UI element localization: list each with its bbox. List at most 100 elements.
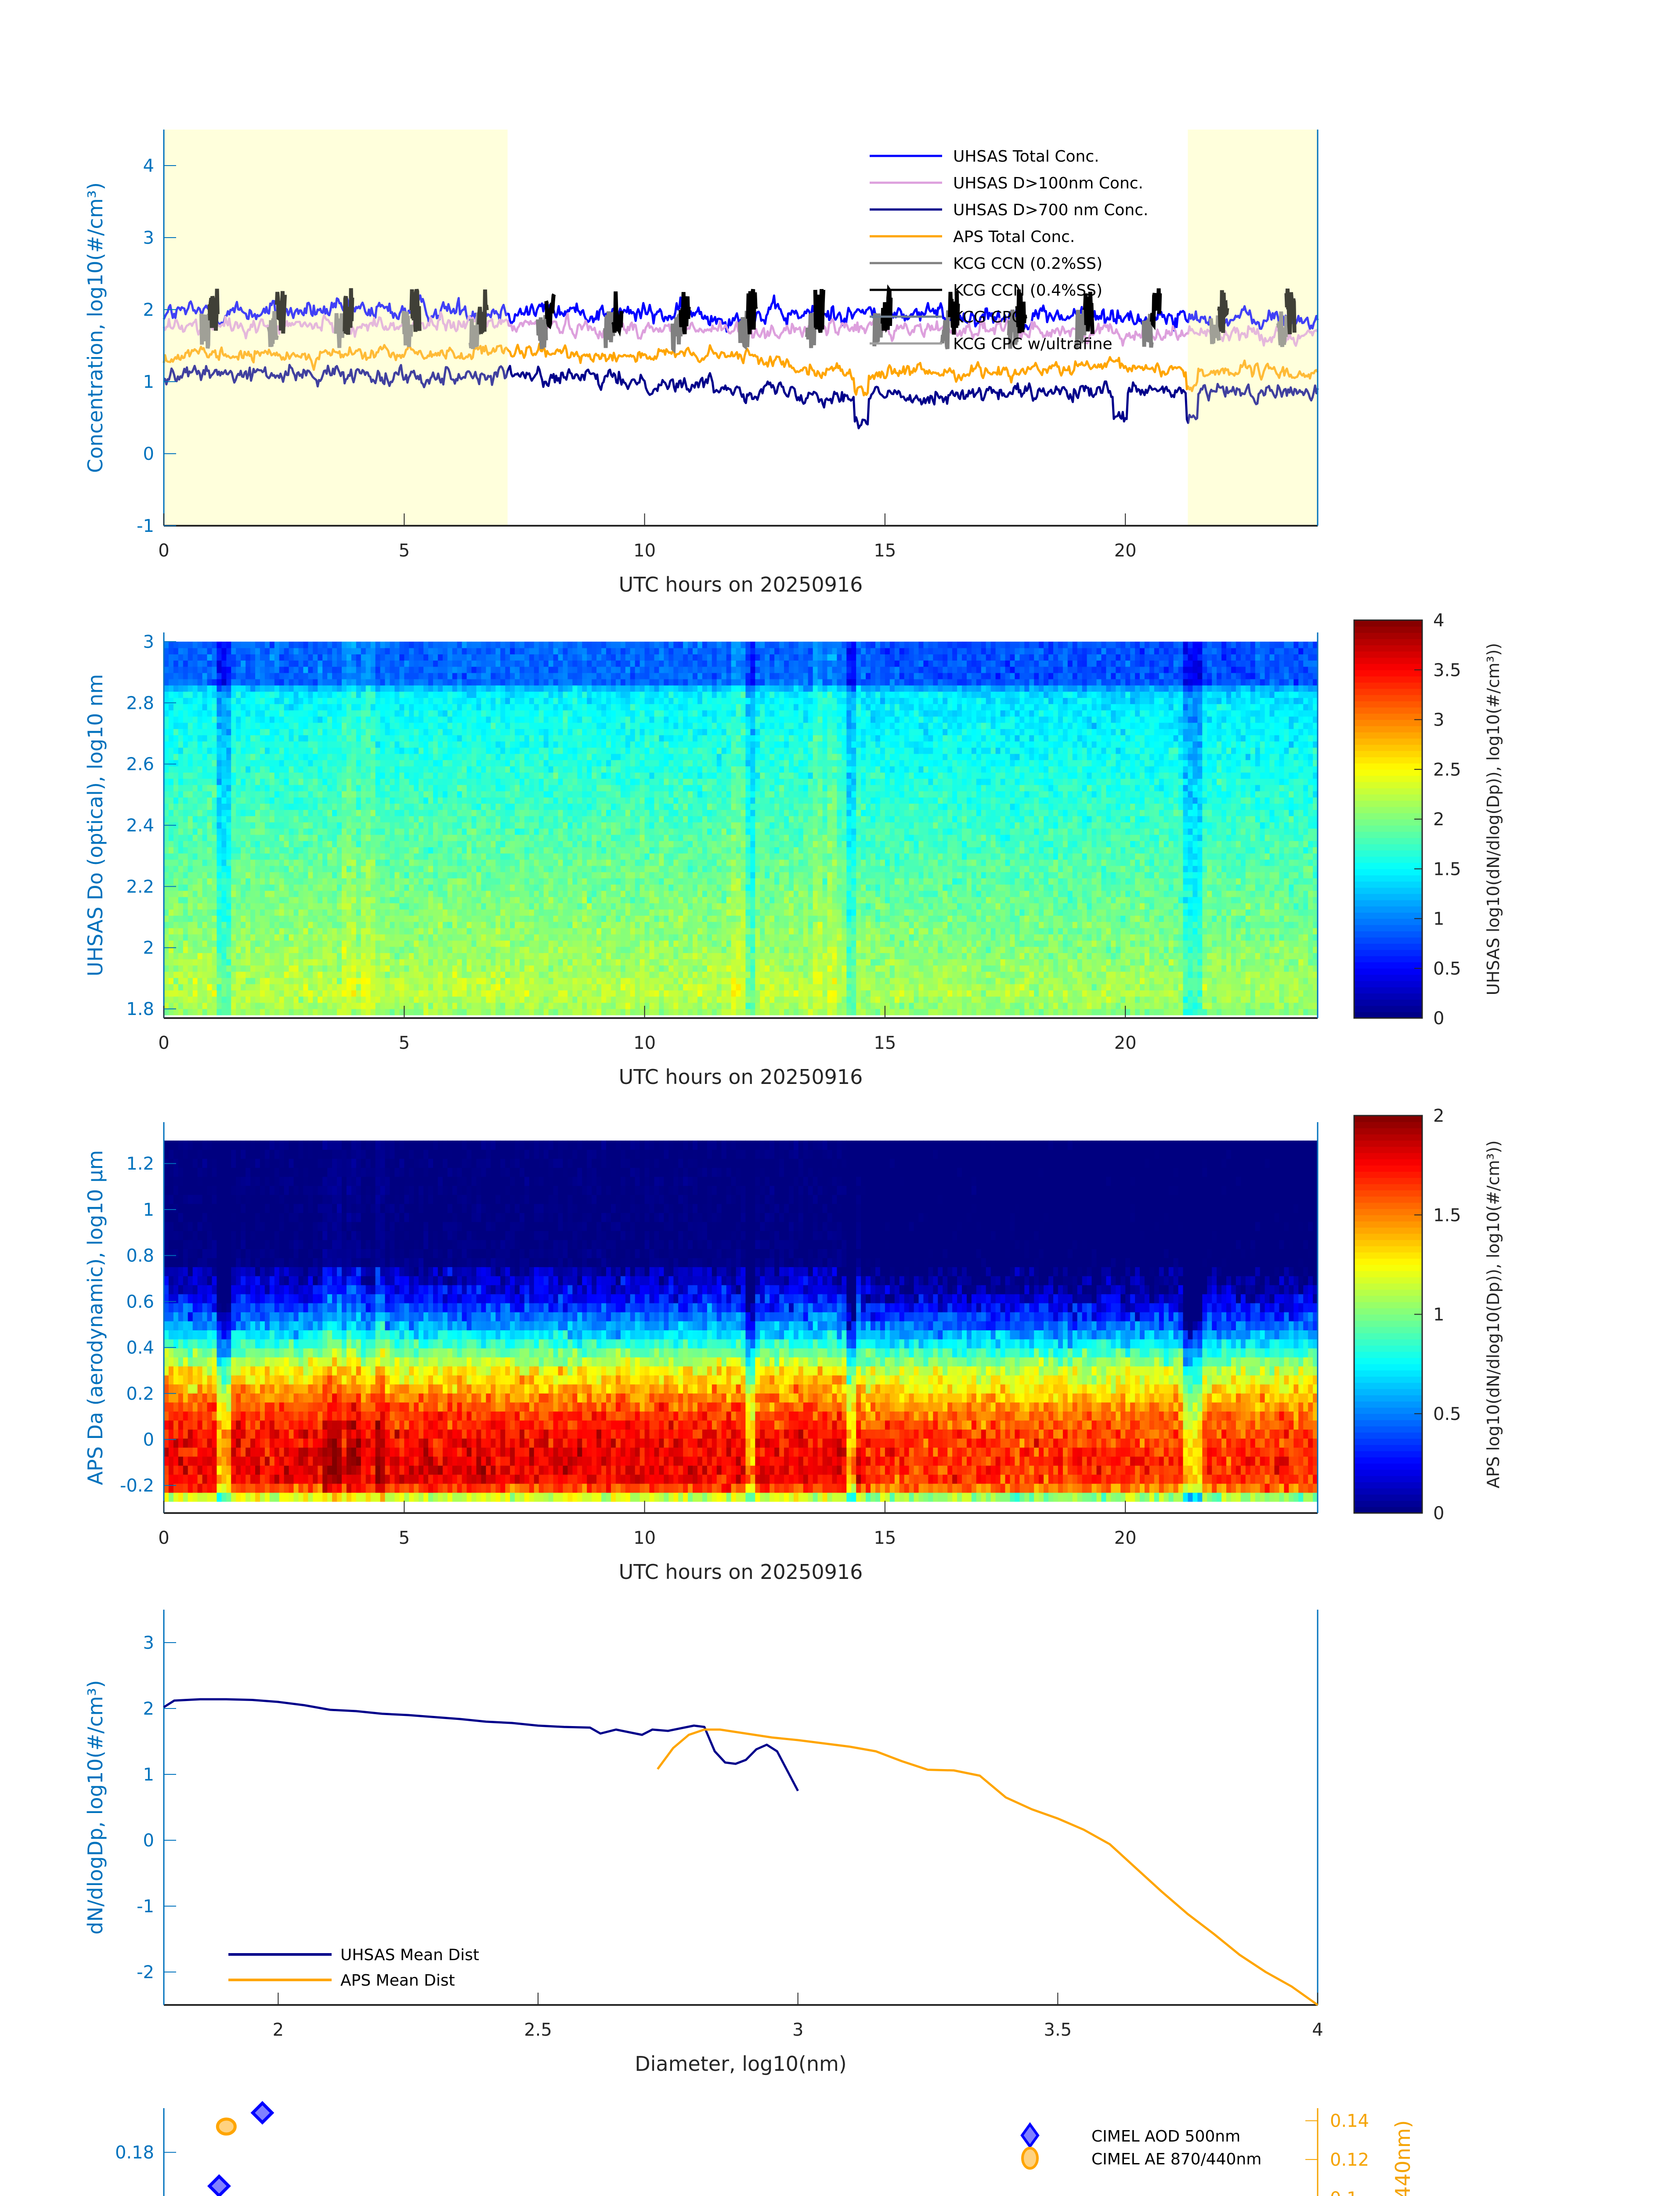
heatmap-cell xyxy=(173,766,179,773)
heatmap-cell xyxy=(198,990,203,997)
heatmap-cell xyxy=(351,866,357,872)
heatmap-cell xyxy=(337,885,342,891)
heatmap-cell xyxy=(443,785,448,791)
heatmap-cell xyxy=(419,946,424,953)
heatmap-cell xyxy=(164,785,169,791)
heatmap-cell xyxy=(520,822,525,829)
heatmap-cell xyxy=(544,915,549,922)
heatmap-cell xyxy=(361,891,366,897)
heatmap-cell xyxy=(366,816,371,823)
heatmap-cell xyxy=(193,772,198,779)
heatmap-cell xyxy=(419,990,424,997)
heatmap-cell xyxy=(433,791,438,798)
heatmap-cell xyxy=(409,810,414,816)
heatmap-cell xyxy=(294,1003,299,1009)
heatmap-cell xyxy=(164,779,169,785)
heatmap-cell xyxy=(299,903,304,910)
heatmap-cell xyxy=(419,691,424,698)
heatmap-cell xyxy=(250,909,256,916)
heatmap-cell xyxy=(193,878,198,885)
heatmap-cell xyxy=(231,828,236,835)
heatmap-cell xyxy=(303,965,308,972)
heatmap-cell xyxy=(553,897,559,903)
heatmap-cell xyxy=(448,785,453,791)
heatmap-cell xyxy=(553,953,559,959)
heatmap-cell xyxy=(376,847,381,854)
heatmap-cell xyxy=(188,878,193,885)
heatmap-cell xyxy=(394,673,400,679)
heatmap-cell xyxy=(226,791,231,798)
heatmap-cell xyxy=(327,959,332,966)
heatmap-cell xyxy=(419,816,424,823)
heatmap-cell xyxy=(433,660,438,667)
heatmap-cell xyxy=(495,729,501,735)
heatmap-cell xyxy=(515,667,520,673)
heatmap-cell xyxy=(380,959,386,966)
heatmap-cell xyxy=(433,710,438,717)
heatmap-cell xyxy=(356,748,361,754)
heatmap-cell xyxy=(231,946,236,953)
heatmap-cell xyxy=(477,940,482,947)
heatmap-cell xyxy=(342,847,347,854)
heatmap-cell xyxy=(404,691,409,698)
heatmap-cell xyxy=(265,697,270,704)
heatmap-cell xyxy=(279,841,285,847)
heatmap-cell xyxy=(303,928,308,935)
heatmap-cell xyxy=(361,978,366,984)
heatmap-cell xyxy=(505,934,510,941)
heatmap-cell xyxy=(491,766,496,773)
heatmap-cell xyxy=(549,642,554,648)
heatmap-cell xyxy=(467,897,472,903)
heatmap-cell xyxy=(394,722,400,729)
heatmap-cell xyxy=(524,697,530,704)
heatmap-cell xyxy=(366,891,371,897)
heatmap-cell xyxy=(313,654,318,661)
heatmap-cell xyxy=(207,847,213,854)
heatmap-cell xyxy=(371,760,376,766)
heatmap-cell xyxy=(217,704,222,711)
heatmap-cell xyxy=(217,953,222,959)
heatmap-cell xyxy=(313,797,318,804)
heatmap-cell xyxy=(255,872,260,878)
heatmap-cell xyxy=(486,704,491,711)
heatmap-cell xyxy=(322,953,328,959)
heatmap-cell xyxy=(457,642,462,648)
heatmap-cell xyxy=(183,878,188,885)
heatmap-cell xyxy=(241,772,246,779)
heatmap-cell xyxy=(241,722,246,729)
heatmap-cell xyxy=(452,642,458,648)
heatmap-cell xyxy=(524,834,530,841)
heatmap-cell xyxy=(472,946,477,953)
heatmap-cell xyxy=(390,648,395,654)
heatmap-cell xyxy=(385,891,390,897)
heatmap-cell xyxy=(472,866,477,872)
heatmap-cell xyxy=(284,1009,289,1015)
heatmap-cell xyxy=(495,872,501,878)
heatmap-cell xyxy=(553,984,559,990)
heatmap-cell xyxy=(385,691,390,698)
heatmap-cell xyxy=(356,754,361,760)
heatmap-cell xyxy=(221,766,227,773)
heatmap-cell xyxy=(299,642,304,648)
heatmap-cell xyxy=(394,928,400,935)
heatmap-cell xyxy=(221,872,227,878)
heatmap-cell xyxy=(327,697,332,704)
heatmap-cell xyxy=(380,847,386,854)
heatmap-cell xyxy=(361,940,366,947)
heatmap-cell xyxy=(231,1003,236,1009)
heatmap-cell xyxy=(313,928,318,935)
heatmap-cell xyxy=(376,909,381,916)
heatmap-cell xyxy=(390,822,395,829)
heatmap-cell xyxy=(356,679,361,686)
heatmap-cell xyxy=(534,978,539,984)
heatmap-cell xyxy=(169,810,174,816)
heatmap-cell xyxy=(524,878,530,885)
heatmap-cell xyxy=(202,903,208,910)
heatmap-cell xyxy=(299,946,304,953)
heatmap-cell xyxy=(515,897,520,903)
heatmap-cell xyxy=(322,972,328,978)
heatmap-cell xyxy=(221,946,227,953)
heatmap-cell xyxy=(380,885,386,891)
heatmap-cell xyxy=(337,872,342,878)
heatmap-cell xyxy=(404,984,409,990)
